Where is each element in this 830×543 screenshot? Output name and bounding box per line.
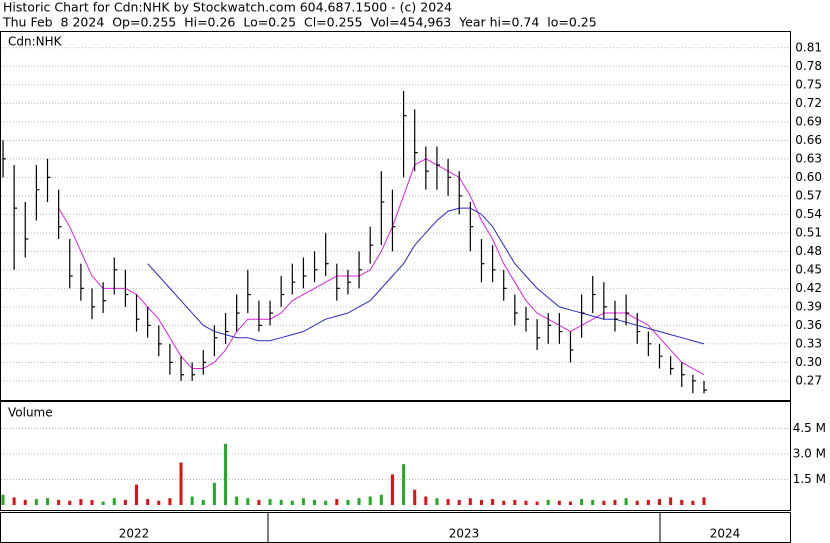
y-tick-label: 0.69 — [795, 114, 822, 128]
y-tick-label: 3.0 M — [793, 447, 826, 461]
year-label: 2024 — [710, 527, 741, 541]
volume-bar — [502, 500, 506, 505]
y-tick-label: 0.60 — [795, 170, 822, 184]
volume-bar — [657, 499, 661, 505]
volume-bar — [457, 499, 461, 505]
volume-bar — [613, 499, 617, 505]
volume-bar — [34, 499, 38, 505]
volume-bar — [624, 498, 628, 505]
y-tick-label: 0.39 — [795, 299, 822, 313]
volume-bar — [491, 499, 495, 505]
volume-label: Volume — [8, 406, 53, 420]
y-tick-label: 0.51 — [795, 225, 822, 239]
price-panel — [0, 31, 791, 401]
volume-bar — [368, 496, 372, 505]
y-tick-label: 0.42 — [795, 281, 822, 295]
volume-bar — [46, 498, 50, 505]
volume-bar — [580, 499, 584, 505]
volume-bar — [112, 498, 116, 505]
volume-bar — [435, 498, 439, 505]
header-title: Historic Chart for Cdn:NHK by Stockwatch… — [3, 0, 452, 15]
volume-bar — [335, 499, 339, 505]
volume-bar — [424, 496, 428, 505]
volume-bar — [190, 496, 194, 505]
volume-bar — [246, 498, 250, 505]
volume-bar — [1, 494, 5, 505]
volume-bar — [68, 500, 72, 505]
volume-bar — [413, 489, 417, 505]
volume-bar — [146, 499, 150, 505]
volume-bar — [257, 499, 261, 505]
volume-bar — [635, 500, 639, 505]
volume-bar — [524, 500, 528, 505]
volume-bar — [79, 499, 83, 505]
volume-bar — [513, 499, 517, 505]
volume-bar — [546, 499, 550, 505]
volume-bar — [702, 497, 706, 505]
moving-average — [147, 207, 705, 345]
y-tick-label: 0.54 — [795, 207, 822, 221]
volume-bar — [479, 499, 483, 505]
y-tick-label: 0.30 — [795, 355, 822, 369]
volume-bar — [290, 500, 294, 505]
y-tick-label: 0.63 — [795, 151, 822, 165]
year-label: 2022 — [119, 527, 150, 541]
y-tick-label: 0.27 — [795, 373, 822, 387]
y-tick-label: 0.57 — [795, 188, 822, 202]
volume-bar — [268, 499, 272, 505]
y-tick-label: 0.75 — [795, 77, 822, 91]
volume-bar — [568, 501, 572, 505]
volume-bar — [168, 498, 172, 505]
header-quote: Thu Feb 8 2024 Op=0.255 Hi=0.26 Lo=0.25 … — [2, 15, 597, 30]
y-tick-label: 0.81 — [795, 40, 822, 54]
volume-bar — [224, 443, 228, 505]
volume-bar — [101, 501, 105, 505]
volume-bar — [157, 500, 161, 505]
volume-bar — [324, 500, 328, 505]
y-tick-label: 0.36 — [795, 318, 822, 332]
y-tick-label: 0.72 — [795, 96, 822, 110]
volume-bar — [680, 499, 684, 505]
volume-bar — [279, 499, 283, 505]
volume-bar — [57, 499, 61, 505]
volume-bar — [446, 499, 450, 505]
volume-bar — [557, 500, 561, 505]
volume-bar — [402, 464, 406, 505]
volume-bar — [468, 498, 472, 505]
y-tick-label: 4.5 M — [793, 421, 826, 435]
volume-bar — [235, 496, 239, 505]
y-tick-label: 0.33 — [795, 336, 822, 350]
volume-bar — [123, 499, 127, 505]
year-label: 2023 — [449, 527, 480, 541]
volume-bar — [313, 499, 317, 505]
y-tick-label: 0.78 — [795, 59, 822, 73]
volume-bar — [23, 499, 27, 505]
volume-panel — [0, 401, 791, 511]
volume-bar — [357, 498, 361, 505]
volume-bar — [301, 498, 305, 505]
volume-bar — [646, 499, 650, 505]
y-tick-label: 0.48 — [795, 244, 822, 258]
volume-bar — [135, 484, 139, 505]
y-tick-label: 1.5 M — [793, 472, 826, 486]
volume-bar — [212, 482, 216, 505]
symbol-label: Cdn:NHK — [8, 35, 63, 49]
volume-bar — [379, 494, 383, 505]
volume-bar — [691, 500, 695, 505]
y-tick-label: 0.66 — [795, 133, 822, 147]
volume-bar — [390, 474, 394, 505]
volume-bar — [591, 499, 595, 505]
volume-bar — [179, 462, 183, 505]
y-tick-label: 0.45 — [795, 262, 822, 276]
volume-bar — [90, 499, 94, 505]
volume-bar — [602, 500, 606, 505]
volume-bar — [535, 501, 539, 505]
volume-bar — [12, 497, 16, 505]
volume-bar — [669, 497, 673, 505]
volume-bar — [346, 499, 350, 505]
volume-bar — [201, 499, 205, 505]
